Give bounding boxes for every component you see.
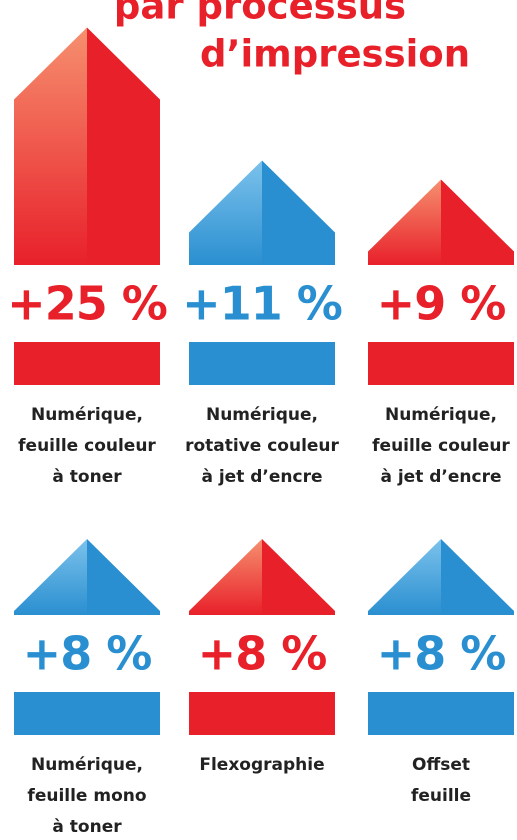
color-bar: [14, 342, 160, 385]
value-label: +8 %: [198, 627, 327, 681]
category-label: feuille couleur: [372, 436, 510, 456]
category-label: Numérique,: [31, 755, 143, 775]
arrow-half: [262, 160, 335, 265]
arrow-half: [14, 539, 87, 615]
arrow-half: [441, 179, 514, 265]
arrow: [368, 179, 514, 265]
arrow-half: [189, 539, 262, 615]
arrow: [368, 539, 514, 615]
category-label: à toner: [52, 817, 122, 837]
category-label: feuille couleur: [18, 436, 156, 456]
color-bar: [368, 692, 514, 735]
category-label: à toner: [52, 467, 122, 487]
title-line: d’impression: [200, 33, 470, 76]
color-bar: [189, 692, 335, 735]
category-label: rotative couleur: [185, 436, 339, 456]
arrow-half: [14, 27, 87, 265]
color-bar: [368, 342, 514, 385]
arrow: [14, 539, 160, 615]
category-label: à jet d’encre: [380, 467, 501, 487]
value-label: +25 %: [7, 277, 167, 331]
arrow-half: [262, 539, 335, 615]
arrow-half: [87, 539, 160, 615]
value-label: +9 %: [377, 277, 506, 331]
arrow-half: [368, 179, 441, 265]
title-line: par processus: [114, 0, 406, 28]
category-label: feuille mono: [27, 786, 146, 806]
category-label: feuille: [411, 786, 471, 806]
value-label: +8 %: [377, 627, 506, 681]
arrow: [189, 160, 335, 265]
category-label: à jet d’encre: [201, 467, 322, 487]
category-label: Flexographie: [199, 755, 324, 775]
category-label: Numérique,: [31, 405, 143, 425]
arrow: [14, 27, 160, 265]
value-label: +11 %: [182, 277, 342, 331]
value-label: +8 %: [23, 627, 152, 681]
arrow: [189, 539, 335, 615]
color-bar: [14, 692, 160, 735]
category-label: Offset: [412, 755, 470, 775]
arrow-half: [441, 539, 514, 615]
category-label: Numérique,: [206, 405, 318, 425]
category-label: Numérique,: [385, 405, 497, 425]
arrow-half: [368, 539, 441, 615]
arrow-half: [189, 160, 262, 265]
arrow-half: [87, 27, 160, 265]
color-bar: [189, 342, 335, 385]
